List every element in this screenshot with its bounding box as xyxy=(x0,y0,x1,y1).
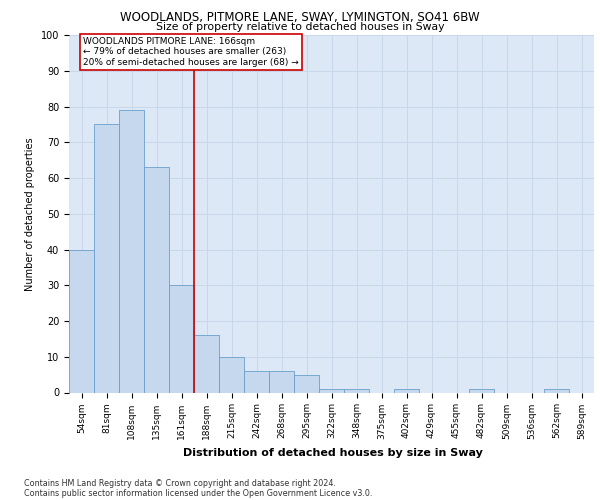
Text: WOODLANDS, PITMORE LANE, SWAY, LYMINGTON, SO41 6BW: WOODLANDS, PITMORE LANE, SWAY, LYMINGTON… xyxy=(120,12,480,24)
Bar xyxy=(394,389,419,392)
Bar xyxy=(269,371,294,392)
Text: Contains HM Land Registry data © Crown copyright and database right 2024.: Contains HM Land Registry data © Crown c… xyxy=(24,479,336,488)
Bar xyxy=(319,389,344,392)
Text: Contains public sector information licensed under the Open Government Licence v3: Contains public sector information licen… xyxy=(24,489,373,498)
Text: WOODLANDS PITMORE LANE: 166sqm
← 79% of detached houses are smaller (263)
20% of: WOODLANDS PITMORE LANE: 166sqm ← 79% of … xyxy=(83,37,299,66)
Bar xyxy=(469,389,494,392)
Bar xyxy=(244,371,269,392)
Bar xyxy=(94,124,119,392)
Bar xyxy=(69,250,94,392)
Bar xyxy=(544,389,569,392)
Bar xyxy=(294,374,319,392)
Bar xyxy=(219,357,244,392)
Text: Size of property relative to detached houses in Sway: Size of property relative to detached ho… xyxy=(156,22,444,32)
Y-axis label: Number of detached properties: Number of detached properties xyxy=(25,137,35,290)
Text: Distribution of detached houses by size in Sway: Distribution of detached houses by size … xyxy=(183,448,483,458)
Bar xyxy=(119,110,144,393)
Bar xyxy=(344,389,369,392)
Bar xyxy=(194,336,219,392)
Bar xyxy=(144,168,169,392)
Bar xyxy=(169,285,194,393)
